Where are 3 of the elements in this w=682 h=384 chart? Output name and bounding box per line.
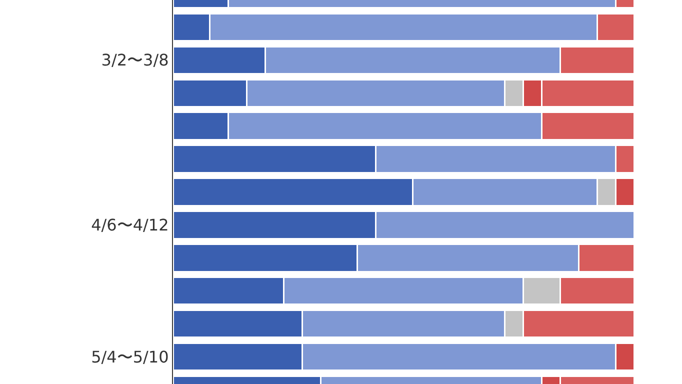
y-tick-label: 5/4〜5/10: [91, 348, 169, 367]
y-tick-label: 3/2〜3/8: [101, 50, 169, 70]
y-tick-label: 4/6〜4/12: [91, 216, 169, 235]
